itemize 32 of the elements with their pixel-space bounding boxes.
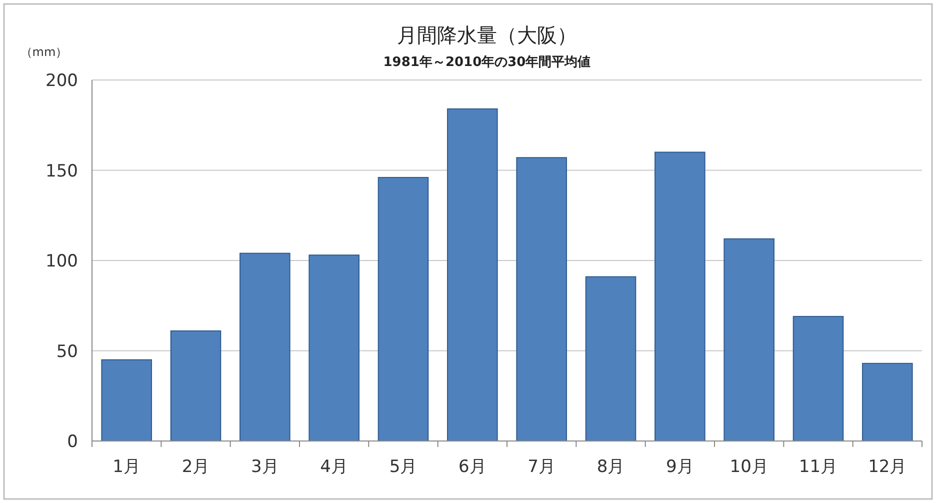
bar	[792, 316, 844, 442]
chart-subtitle: 1981年～2010年の30年間平均値	[383, 55, 591, 70]
y-tick-label: 0	[67, 432, 78, 452]
bar	[724, 238, 774, 442]
x-tick-label: 7月	[528, 457, 556, 477]
bar	[585, 276, 636, 442]
x-tick-label: 4月	[320, 457, 348, 477]
x-tick-label: 11月	[798, 457, 838, 477]
x-tick-label: 9月	[666, 457, 694, 477]
bar	[516, 157, 567, 442]
x-tick-label: 12月	[868, 457, 907, 477]
y-tick-label: 150	[46, 161, 78, 182]
bar	[308, 254, 360, 442]
y-tick-label: 200	[46, 71, 78, 91]
bar	[240, 252, 290, 442]
bar	[101, 359, 152, 442]
bar	[447, 108, 498, 442]
y-tick-label: 50	[56, 342, 78, 362]
x-tick-label: 3月	[251, 457, 279, 477]
x-tick-label: 6月	[458, 457, 486, 477]
chart-title: 月間降水量（大阪）	[397, 23, 577, 47]
x-tick-label: 1月	[112, 457, 140, 477]
x-tick-label: 5月	[389, 457, 418, 477]
x-tick-label: 8月	[596, 457, 625, 477]
x-tick-label: 2月	[182, 457, 210, 477]
y-tick-label: 100	[46, 252, 78, 272]
bar	[862, 362, 913, 442]
bar	[654, 152, 706, 442]
bar	[170, 330, 222, 442]
bar	[378, 176, 429, 442]
y-axis-title: （mm）	[20, 45, 68, 59]
x-tick-label: 10月	[730, 457, 768, 477]
